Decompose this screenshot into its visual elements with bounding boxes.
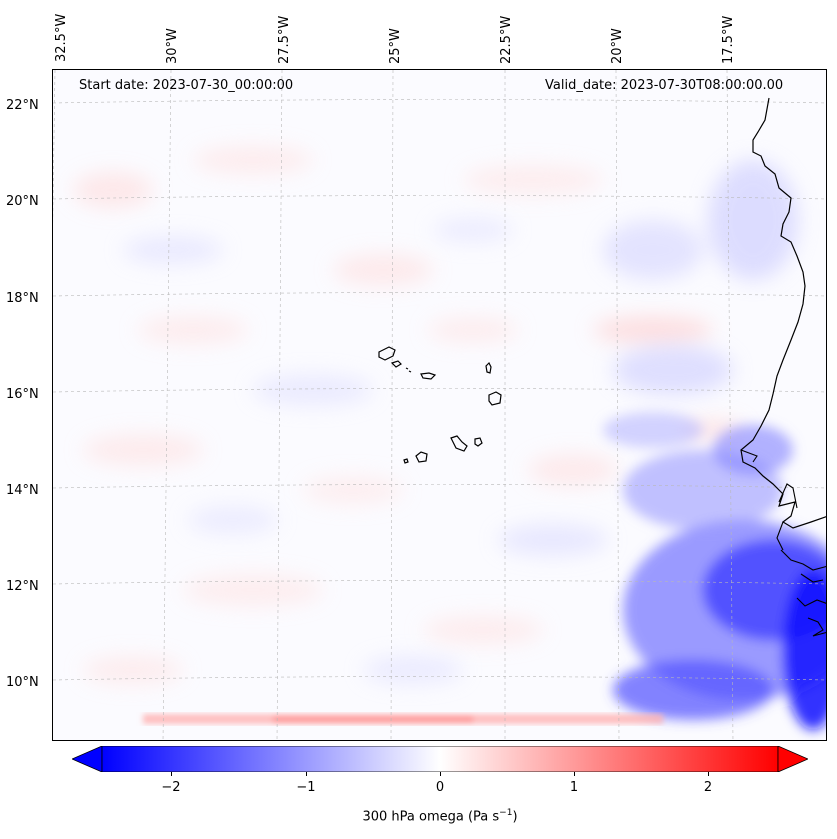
african-coastline (740, 97, 826, 529)
lat-label-22n: 22°N (6, 98, 39, 113)
colorbar-extend-low (72, 746, 103, 772)
lat-label-14n: 14°N (6, 483, 39, 498)
colorbar-tick-label: 2 (703, 780, 713, 795)
graticule (53, 70, 826, 740)
cap-vert-peninsula (740, 449, 758, 463)
lon-label-25w: 25°W (388, 28, 403, 64)
omega-field-map (53, 70, 826, 740)
colorbar-title-text: 300 hPa omega (Pa s (362, 809, 500, 825)
colorbar-tick (574, 772, 575, 776)
african-coastline-south (780, 549, 826, 637)
valid-date-label: Valid_date: 2023-07-30T08:00:00.00 (545, 78, 784, 93)
negative-omega-patches (123, 160, 798, 684)
colorbar-tick (306, 772, 307, 776)
colorbar (72, 746, 808, 772)
colorbar-tick-label: 1 (569, 780, 579, 795)
colorbar-tick-label: −2 (161, 780, 181, 795)
lon-label-27-5w: 27.5°W (277, 15, 292, 64)
start-date-label: Start date: 2023-07-30_00:00:00 (79, 78, 294, 93)
colorbar-tick (171, 772, 172, 776)
lon-label-20w: 20°W (610, 28, 625, 64)
colorbar-extend-high (777, 746, 808, 772)
cape-verde-islands (378, 346, 502, 464)
lon-label-30w: 30°W (165, 28, 180, 64)
colorbar-body (101, 746, 779, 772)
colorbar-tick (440, 772, 441, 776)
colorbar-title-suffix: ) (512, 809, 518, 825)
positive-omega-patches (73, 146, 743, 684)
colorbar-title-exponent: −1 (499, 808, 513, 818)
african-coastline-east (776, 483, 798, 551)
colorbar-tick (708, 772, 709, 776)
lat-label-12n: 12°N (6, 579, 39, 594)
lat-label-16n: 16°N (6, 387, 39, 402)
map-plot-area[interactable] (52, 69, 827, 741)
lat-label-20n: 20°N (6, 194, 39, 209)
lat-label-10n: 10°N (6, 675, 39, 690)
colorbar-tick-label: −1 (296, 780, 316, 795)
lon-label-22-5w: 22.5°W (499, 15, 514, 64)
lon-label-17-5w: 17.5°W (721, 15, 736, 64)
lat-label-18n: 18°N (6, 291, 39, 306)
strong-ascent-region (603, 412, 826, 730)
colorbar-title: 300 hPa omega (Pa s−1) (0, 808, 837, 824)
bottom-red-band (143, 714, 663, 724)
colorbar-tick-label: 0 (435, 780, 445, 795)
lon-label-32-5w: 32.5°W (54, 13, 69, 62)
